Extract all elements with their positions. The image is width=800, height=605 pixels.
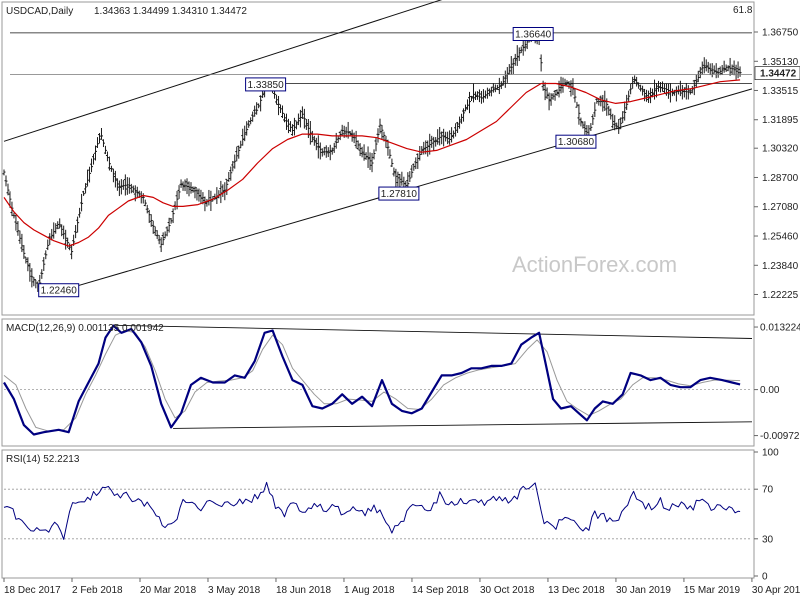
macd-panel [1, 318, 755, 447]
price-layer: 1.36640 1.33850 1.30680 1.27810 1.22460 [2, 0, 753, 298]
rsi-title: RSI(14) 52.2213 [6, 454, 80, 465]
moving-average-line [3, 79, 741, 247]
date-axis-label: 1 Aug 2018 [344, 585, 395, 596]
price-axis-label: 1.25460 [762, 232, 799, 243]
price-axis-label: 1.35130 [762, 57, 799, 68]
current-price-marker [754, 66, 800, 80]
price-annotation: 1.30680 [555, 134, 597, 149]
date-axis-label: 18 Dec 2017 [4, 585, 61, 596]
rsi-axis-label: 70 [762, 485, 774, 496]
date-axis-label: 30 Jan 2019 [616, 585, 671, 596]
date-axis-label: 14 Sep 2018 [412, 585, 469, 596]
date-axis-label: 2 Feb 2018 [72, 585, 123, 596]
date-axis-label: 30 Apr 2019 [752, 585, 800, 596]
price-axis-label: 1.27080 [762, 202, 799, 213]
price-annotation-label: 1.27810 [381, 189, 418, 200]
macd-trend-line [173, 421, 753, 429]
price-annotation-label: 1.22460 [41, 286, 78, 297]
date-axis-label: 3 May 2018 [208, 585, 261, 596]
rsi-layer [3, 481, 752, 540]
date-axis-label: 30 Oct 2018 [480, 585, 535, 596]
price-annotation-box [512, 26, 554, 41]
price-annotation: 1.36640 [512, 26, 554, 41]
price-annotation-box [555, 134, 597, 149]
rsi-axis-label: 30 [762, 534, 774, 545]
rsi-line [3, 481, 741, 540]
price-annotation: 1.27810 [378, 186, 420, 201]
price-title: USDCAD,Daily [6, 6, 73, 17]
rsi-axis-label: 100 [762, 448, 779, 459]
price-annotation-box [38, 283, 80, 298]
macd-trend-line [115, 324, 753, 339]
price-annotation-label: 1.30680 [558, 137, 595, 148]
current-price-label: 1.34472 [760, 69, 797, 80]
date-axis-label: 18 Jun 2018 [276, 585, 331, 596]
price-axis-label: 1.36750 [762, 28, 799, 39]
price-annotation-box [378, 186, 420, 201]
price-axis-label: 1.22225 [762, 290, 799, 301]
price-annotation-box [245, 77, 287, 92]
price-trend-line [3, 0, 443, 142]
ohlc-readout: 1.34363 1.34499 1.34310 1.34472 [94, 6, 247, 17]
macd-line [3, 324, 741, 436]
ohlc-bars [2, 31, 742, 293]
watermark: ActionForex.com [512, 252, 677, 277]
rsi-axis-label: 0 [762, 572, 768, 583]
fib-label: 61.8 [733, 5, 753, 16]
price-annotation-label: 1.36640 [515, 29, 552, 40]
date-axis-label: 15 Mar 2019 [684, 585, 741, 596]
axis-layer: 1.36750 1.35130 1.33515 1.31895 1.30320 1.287… [3, 28, 800, 596]
price-axis-label: 1.28700 [762, 173, 799, 184]
price-axis-label: 1.30320 [762, 144, 799, 155]
price-annotation: 1.33850 [245, 77, 287, 92]
price-axis-label: 1.23840 [762, 261, 799, 272]
macd-title: MACD(12,26,9) 0.001135 0.001942 [6, 323, 164, 334]
price-annotation-label: 1.33850 [248, 80, 285, 91]
date-axis-label: 13 Dec 2018 [548, 585, 605, 596]
price-axis-label: 1.31895 [762, 115, 799, 126]
price-axis-label: 1.33515 [762, 86, 799, 97]
price-annotation: 1.22460 [38, 283, 80, 298]
macd-axis-label: 0.00 [760, 385, 780, 396]
macd-layer [3, 324, 753, 436]
rsi-panel [1, 449, 755, 579]
price-panel [1, 1, 755, 316]
date-axis-label: 20 Mar 2018 [140, 585, 197, 596]
macd-axis-label: 0.013224 [760, 323, 800, 334]
